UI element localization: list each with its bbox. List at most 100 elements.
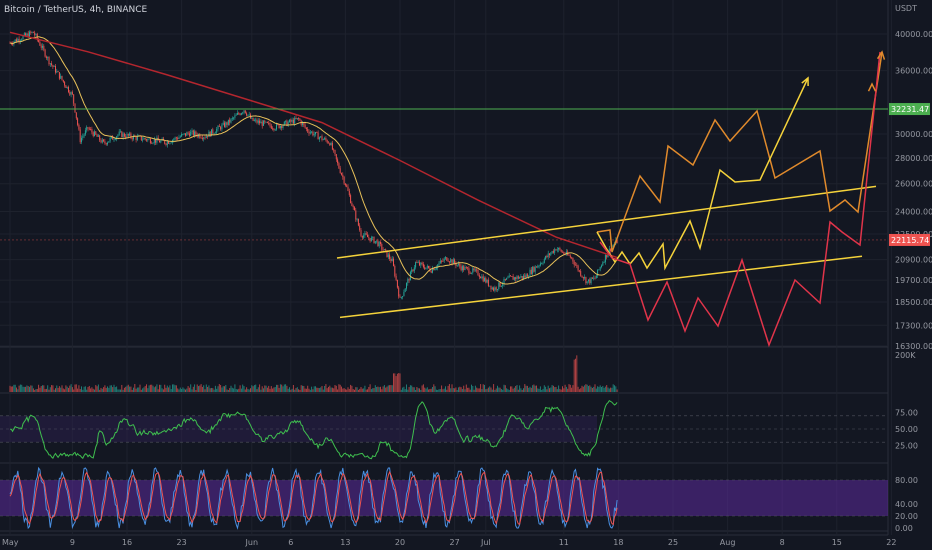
volume-bar — [25, 386, 27, 392]
volume-bar — [204, 389, 206, 392]
volume-bar — [218, 384, 220, 392]
candle-body — [321, 136, 323, 140]
stoch-tick-label: 0.00 — [895, 524, 913, 533]
volume-bar — [146, 384, 147, 392]
candle-body — [195, 131, 197, 135]
volume-bar — [270, 386, 272, 392]
volume-bar — [517, 389, 519, 392]
volume-bar — [276, 384, 277, 392]
volume-bar — [422, 384, 424, 392]
volume-bar — [190, 384, 192, 392]
volume-bar — [585, 384, 587, 392]
date-tick-label: 18 — [613, 538, 623, 547]
date-tick-label: 27 — [450, 538, 460, 547]
volume-bar — [367, 389, 368, 392]
candle-body — [153, 139, 155, 143]
volume-bar — [286, 385, 288, 392]
volume-bar — [10, 386, 12, 392]
candle-body — [316, 132, 318, 133]
stoch-tick-label: 40.00 — [895, 500, 918, 509]
volume-bar — [372, 388, 374, 392]
volume-bar — [294, 389, 296, 392]
volume-bar — [212, 388, 214, 392]
candle-body — [103, 139, 105, 142]
candle-body — [425, 267, 427, 270]
candle-body — [542, 262, 544, 264]
candle-body — [507, 277, 509, 279]
candle-body — [430, 271, 432, 273]
candle-body — [135, 136, 137, 140]
candle-body — [591, 277, 593, 279]
candle-body — [387, 254, 389, 258]
volume-bar — [148, 385, 150, 392]
candle-body — [277, 124, 279, 125]
volume-bar — [446, 389, 448, 392]
candle-body — [515, 277, 517, 280]
volume-bar — [573, 359, 575, 392]
volume-bar — [390, 385, 392, 392]
date-tick-label: 23 — [177, 538, 187, 547]
candle-body — [438, 263, 440, 265]
candle-body — [191, 130, 193, 132]
candle-body — [595, 275, 597, 279]
candle-body — [519, 277, 521, 279]
candle-body — [403, 292, 405, 297]
candle-body — [261, 121, 263, 126]
candle-body — [181, 134, 183, 137]
volume-bar — [445, 386, 446, 392]
volume-bar — [569, 384, 571, 392]
volume-bar — [227, 389, 229, 392]
volume-bar — [130, 386, 132, 392]
candle-body — [598, 269, 600, 271]
volume-bar — [546, 389, 548, 392]
candle-body — [14, 39, 16, 42]
candle-body — [341, 173, 342, 175]
volume-bar — [237, 389, 238, 392]
candle-body — [247, 114, 249, 116]
candle-body — [27, 33, 29, 38]
volume-bar — [122, 389, 124, 392]
candle-body — [459, 263, 461, 267]
volume-bar — [459, 386, 461, 392]
candle-body — [122, 133, 124, 138]
volume-bar — [538, 388, 540, 392]
candle-body — [48, 57, 50, 65]
candle-body — [79, 129, 81, 143]
volume-bar — [40, 386, 42, 392]
candle-body — [606, 255, 608, 258]
candle-body — [194, 131, 196, 136]
volume-bar — [432, 386, 433, 392]
volume-bar — [235, 389, 237, 392]
volume-bar — [266, 387, 268, 392]
candle-body — [516, 276, 518, 280]
volume-bar — [612, 384, 614, 392]
candle-body — [473, 268, 475, 271]
candle-body — [216, 128, 218, 133]
candle-body — [446, 257, 448, 261]
candle-body — [252, 117, 254, 121]
volume-bar — [242, 384, 244, 392]
volume-bar — [308, 388, 310, 392]
candle-body — [572, 257, 574, 262]
volume-bar — [441, 385, 443, 392]
candle-body — [455, 263, 457, 266]
candle-body — [22, 35, 24, 40]
volume-bar — [491, 389, 493, 392]
candle-body — [83, 134, 85, 137]
candle-body — [419, 262, 420, 266]
candle-body — [253, 120, 255, 122]
volume-bar — [381, 389, 383, 392]
candle-body — [311, 131, 313, 133]
volume-bar — [96, 386, 98, 392]
candle-body — [42, 45, 43, 48]
price-tick-label: 26000.00 — [895, 180, 932, 189]
candle-body — [581, 275, 583, 278]
volume-bar — [560, 389, 562, 392]
volume-bar — [328, 386, 329, 392]
candle-body — [39, 41, 41, 46]
candle-body — [569, 255, 571, 258]
candle-body — [308, 131, 310, 134]
volume-bar — [200, 384, 202, 392]
candle-body — [182, 133, 184, 135]
